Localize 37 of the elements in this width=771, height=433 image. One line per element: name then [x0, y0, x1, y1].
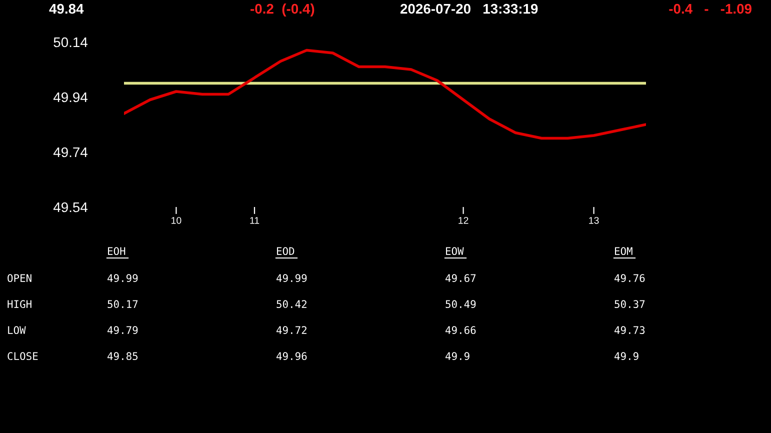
text: EOH — [108, 247, 126, 256]
text: 49.9 — [614, 352, 638, 360]
text: 49.99 — [276, 274, 307, 282]
x-tick-label: 11 — [250, 217, 260, 224]
chart-title: 49.84 — [49, 4, 84, 14]
text: 49.66 — [446, 326, 476, 334]
text: 2026-07-20 13:33:19 — [400, 4, 538, 14]
y-tick-label: 49.54 — [53, 202, 88, 212]
text: 49.85 — [108, 352, 138, 360]
text: 50.37 — [614, 300, 645, 308]
text: HIGH — [8, 300, 32, 308]
text: 49.67 — [446, 274, 476, 282]
text: 49.76 — [614, 274, 645, 282]
text: 49.72 — [276, 326, 306, 334]
text: 49.9 — [446, 352, 470, 360]
text: 49.99 — [108, 274, 138, 282]
text: OPEN — [8, 274, 32, 282]
line-series — [124, 48, 646, 140]
text: 49.79 — [108, 326, 138, 334]
text: -0.2 (-0.4) — [250, 4, 314, 16]
text: 50.42 — [276, 300, 306, 308]
text: 50.49 — [446, 300, 476, 308]
text: EOD — [277, 247, 294, 256]
text: -0.4 - -1.09 — [669, 4, 752, 14]
y-tick-label: 49.74 — [53, 147, 88, 158]
text: 50.17 — [108, 300, 138, 308]
text: 49.73 — [614, 326, 645, 334]
y-tick-label: 50.14 — [54, 37, 88, 48]
text: LOW — [8, 326, 26, 334]
text: EOW — [446, 247, 464, 256]
x-tick-label: 12 — [458, 216, 468, 224]
y-tick-label: 49.94 — [53, 92, 88, 102]
text: EOM — [615, 247, 632, 256]
text: CLOSE — [8, 352, 38, 360]
x-tick-label: 13 — [589, 216, 599, 224]
x-tick-label: 10 — [172, 216, 182, 224]
text: 49.96 — [276, 352, 307, 360]
